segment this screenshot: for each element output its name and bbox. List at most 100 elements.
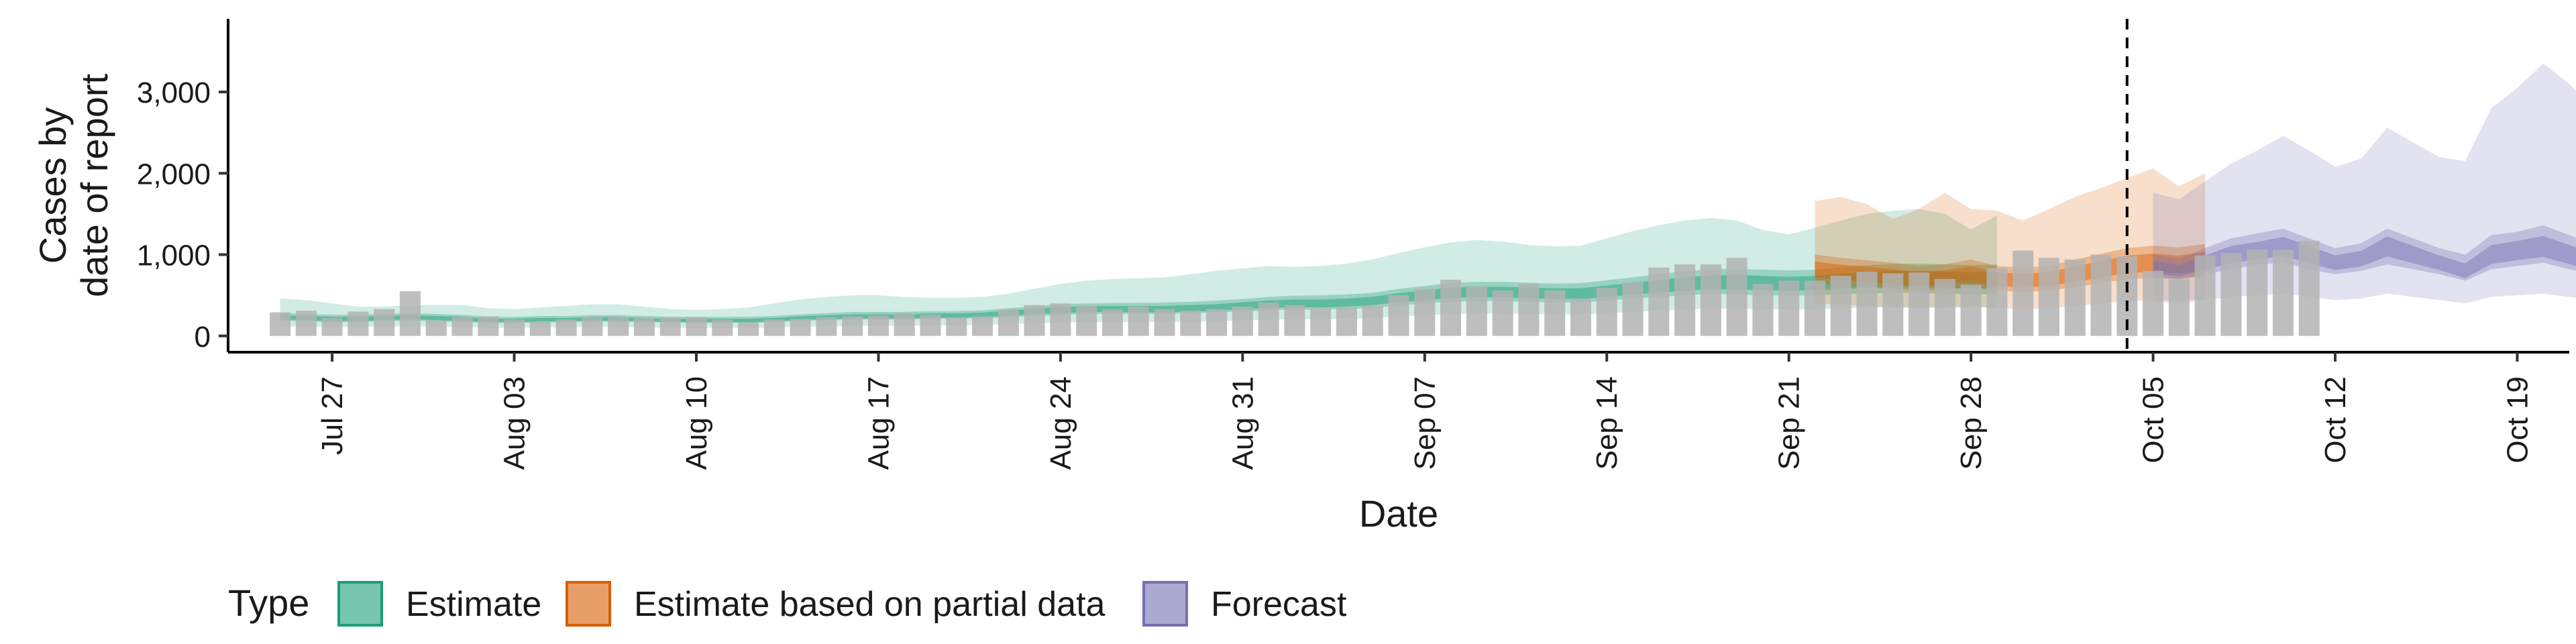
observed-bar <box>1986 268 2008 336</box>
observed-bar <box>1882 273 1904 336</box>
observed-bar <box>504 319 525 336</box>
observed-bar <box>2168 278 2190 336</box>
x-tick-label: Oct 05 <box>2137 376 2170 464</box>
y-tick-label: 2,000 <box>137 158 211 191</box>
observed-bar <box>920 315 941 336</box>
x-axis-title: Date <box>1359 492 1438 535</box>
observed-bar <box>1934 278 1955 336</box>
observed-bar <box>686 317 707 336</box>
observed-bar <box>608 317 629 336</box>
observed-bar <box>816 317 837 336</box>
observed-bar <box>1206 309 1228 336</box>
legend-label: Estimate based on partial data <box>634 585 1106 624</box>
observed-bar <box>1440 280 1462 336</box>
observed-bar <box>1518 284 1540 336</box>
x-tick-label: Sep 07 <box>1409 376 1442 470</box>
observed-bar <box>1622 282 1644 336</box>
observed-bar <box>2012 250 2034 336</box>
observed-bar <box>1466 286 1487 336</box>
observed-bar <box>1570 299 1591 336</box>
legend-swatch <box>566 581 611 627</box>
observed-bar <box>1388 295 1409 336</box>
observed-bar <box>1856 271 1878 336</box>
observed-bar <box>738 322 759 336</box>
observed-bar <box>425 320 447 336</box>
x-tick-label: Sep 28 <box>1955 376 1988 470</box>
observed-bar <box>1232 307 1253 336</box>
y-axis-title: Cases bydate of report <box>32 74 115 298</box>
observed-bar <box>1362 305 1383 336</box>
y-tick-label: 1,000 <box>137 239 211 272</box>
observed-bar <box>1648 267 1670 336</box>
x-tick-label: Sep 21 <box>1773 376 1806 470</box>
observed-bar <box>295 311 317 336</box>
observed-bar <box>1284 305 1305 336</box>
legend-label: Forecast <box>1211 585 1347 624</box>
x-tick-label: Oct 19 <box>2501 376 2534 464</box>
x-tick-label: Aug 24 <box>1044 376 1077 470</box>
x-tick-label: Aug 31 <box>1226 376 1259 470</box>
forecast-ribbon-20 <box>2153 235 2576 278</box>
observed-bar <box>2247 250 2268 336</box>
x-tick-label: Aug 10 <box>680 376 713 470</box>
observed-bar <box>1909 272 1930 336</box>
observed-bar <box>1128 307 1149 336</box>
legend-label: Estimate <box>406 585 541 624</box>
observed-bar <box>946 317 967 336</box>
observed-bar <box>1752 284 1774 336</box>
observed-bar <box>659 317 681 336</box>
observed-bar <box>1778 280 1800 336</box>
forecast-ribbon-50 <box>2153 225 2576 281</box>
observed-bar <box>1154 309 1175 336</box>
observed-bar <box>2298 240 2320 336</box>
x-tick-label: Oct 12 <box>2319 376 2352 464</box>
observed-bar <box>1596 288 1617 336</box>
observed-bar <box>1024 305 1045 336</box>
observed-bar <box>1492 290 1513 336</box>
observed-bar <box>399 291 421 336</box>
observed-bar <box>1050 303 1071 336</box>
observed-bar <box>2038 258 2059 336</box>
observed-bar <box>270 312 291 336</box>
observed-bar <box>555 319 577 336</box>
estimate-ribbon-90 <box>280 209 1997 328</box>
observed-bar <box>1102 309 1123 336</box>
observed-bar <box>842 316 863 336</box>
observed-bar <box>1830 276 1851 336</box>
observed-bar <box>972 316 994 336</box>
legend: Type Estimate Estimate based on partial da… <box>228 581 1347 627</box>
observed-bar <box>1726 258 1748 336</box>
observed-bar <box>1804 280 1825 336</box>
observed-bar <box>529 322 551 336</box>
y-axis-title-line: Cases by <box>32 107 74 264</box>
observed-bar <box>790 319 811 336</box>
observed-bar <box>1076 305 1097 336</box>
x-tick-label: Jul 27 <box>316 376 349 455</box>
observed-bar <box>998 309 1019 336</box>
observed-bar <box>582 317 603 336</box>
observed-bar <box>763 319 785 336</box>
observed-bar <box>867 315 889 336</box>
observed-bar <box>478 316 499 336</box>
x-tick-label: Aug 03 <box>498 376 531 470</box>
observed-bar <box>2090 254 2112 336</box>
legend-swatch <box>337 581 383 627</box>
observed-bar <box>1674 264 1696 336</box>
observed-bar <box>1960 284 1982 336</box>
observed-bar <box>2272 250 2294 336</box>
observed-bar <box>633 318 655 336</box>
x-tick-label: Sep 14 <box>1591 376 1623 470</box>
observed-bar <box>347 311 369 336</box>
observed-bar <box>374 309 395 336</box>
axes-layer: 0 1,000 2,000 3,000 Jul 27 Aug 03 Aug 10 Aug 17… <box>32 19 2569 535</box>
observed-bar <box>1700 264 1721 336</box>
observed-bar <box>1336 307 1357 336</box>
forecast-ribbon-90 <box>2153 63 2576 304</box>
observed-bar <box>894 313 915 336</box>
observed-bar <box>321 318 343 336</box>
y-axis-title-line: date of report <box>73 74 115 298</box>
observed-bar <box>712 319 733 336</box>
legend-swatch <box>1142 581 1188 627</box>
